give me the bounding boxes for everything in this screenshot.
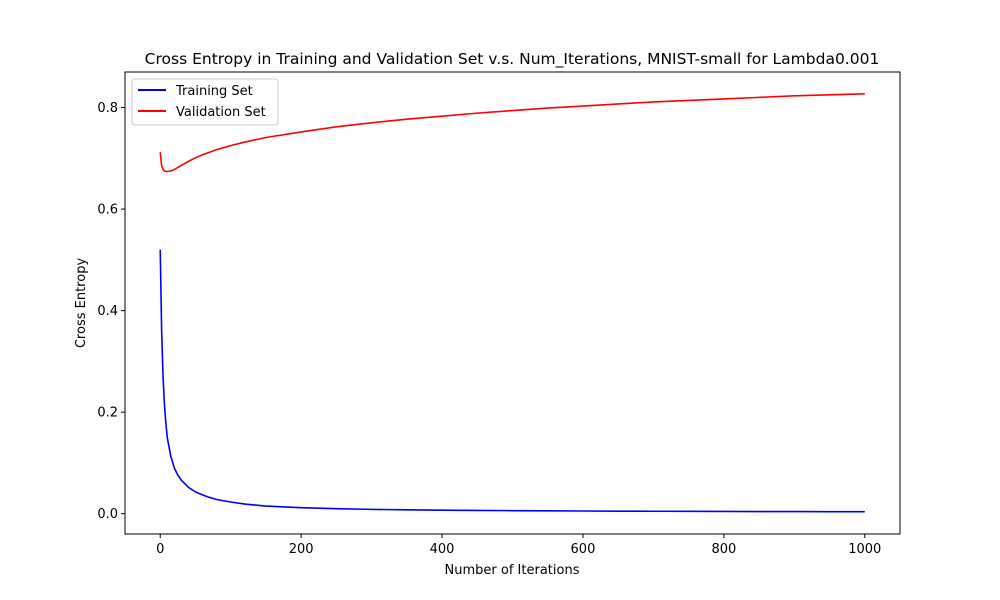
legend-box — [131, 78, 279, 126]
y-tick-label: 0.4 — [97, 304, 118, 319]
x-tick-label: 600 — [571, 542, 596, 557]
series-line-validation-set — [159, 93, 865, 173]
legend-label-training: Training Set — [175, 84, 253, 99]
x-axis-ticks: 0 200 400 600 800 1000 — [156, 534, 881, 557]
chart-title: Cross Entropy in Training and Validation… — [145, 50, 880, 69]
series-line-training-set — [159, 249, 865, 513]
legend-label-validation: Validation Set — [176, 105, 266, 120]
x-axis-label: Number of Iterations — [445, 563, 580, 578]
plot-area — [159, 93, 865, 513]
y-tick-label: 0.6 — [97, 203, 118, 218]
y-tick-label: 0.0 — [97, 507, 118, 522]
y-axis-ticks: 0.0 0.2 0.4 0.6 0.8 — [97, 101, 125, 522]
legend: Training Set Validation Set — [131, 78, 279, 126]
y-tick-label: 0.2 — [97, 406, 118, 421]
x-tick-label: 400 — [430, 542, 455, 557]
x-tick-label: 800 — [711, 542, 736, 557]
y-axis-label: Cross Entropy — [74, 258, 89, 349]
y-tick-label: 0.8 — [97, 101, 118, 116]
x-tick-label: 0 — [156, 542, 164, 557]
x-tick-label: 1000 — [848, 542, 881, 557]
plot-frame — [124, 71, 901, 535]
x-tick-label: 200 — [289, 542, 314, 557]
